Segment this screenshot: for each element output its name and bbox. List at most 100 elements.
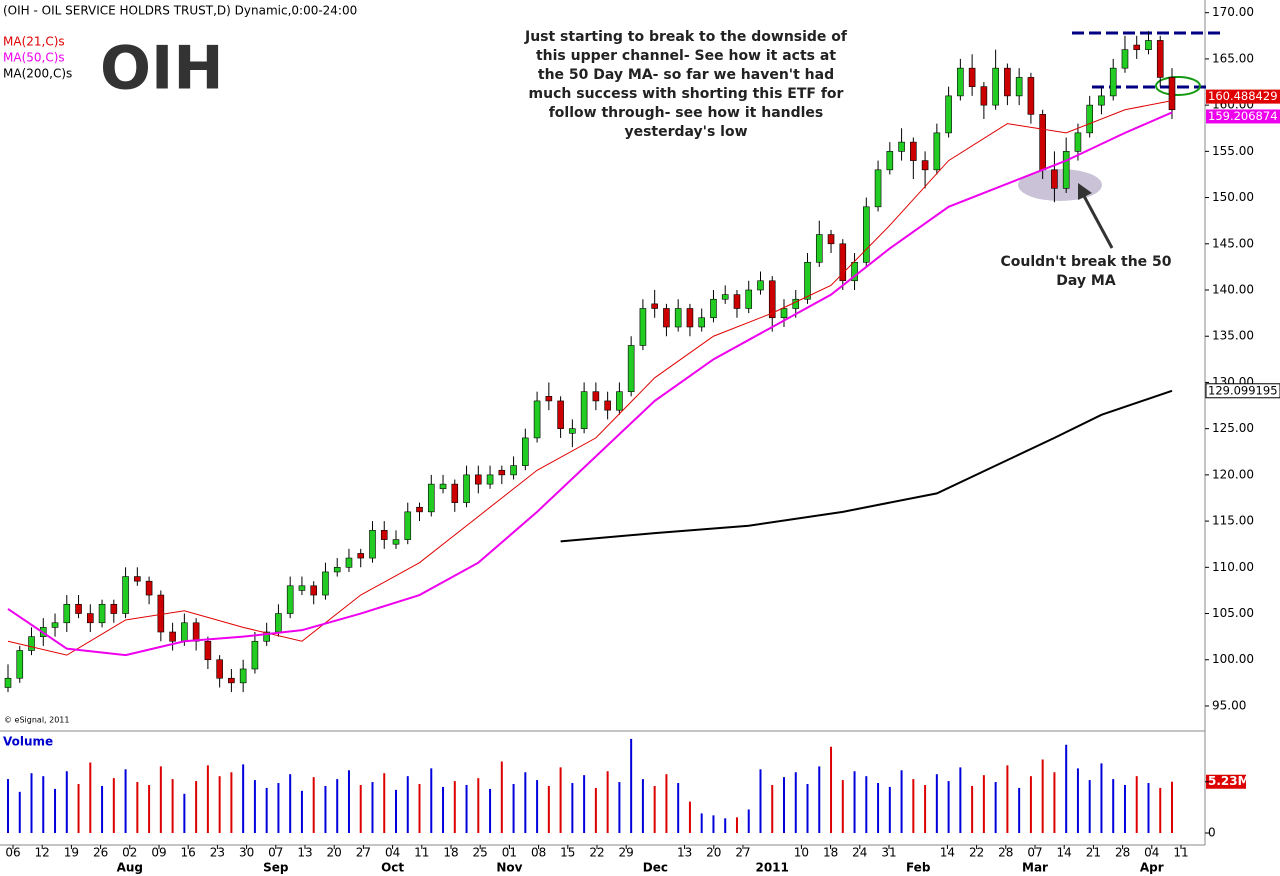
x-tick-label: 20 bbox=[327, 846, 342, 860]
x-tick-label: 11 bbox=[414, 846, 429, 860]
candle-body bbox=[369, 530, 376, 559]
candle-body bbox=[1121, 49, 1129, 69]
logo: OIH bbox=[100, 34, 224, 104]
ma-line bbox=[7, 111, 1173, 657]
x-month-label: Apr bbox=[1140, 861, 1164, 875]
x-tick-label: 28 bbox=[998, 846, 1013, 860]
candle-body bbox=[1015, 77, 1023, 97]
candle-body bbox=[757, 280, 764, 291]
candle-body bbox=[745, 289, 753, 309]
legend-entry: MA(200,C)s bbox=[3, 67, 72, 81]
candle-body bbox=[75, 603, 82, 614]
annotation-text: this upper channel- See how it acts at bbox=[536, 48, 836, 64]
value-label: 159.206874 bbox=[1208, 109, 1278, 123]
x-tick-label: 18 bbox=[443, 846, 458, 860]
x-month-label: Oct bbox=[381, 861, 404, 875]
y-tick-label: 165.00 bbox=[1212, 51, 1254, 65]
x-month-label: Nov bbox=[496, 861, 522, 875]
value-box bbox=[1206, 89, 1280, 104]
y-tick-label: 140.00 bbox=[1212, 283, 1254, 297]
x-tick-label: 28 bbox=[1115, 846, 1130, 860]
x-tick-label: 29 bbox=[619, 846, 634, 860]
candle-body bbox=[486, 474, 494, 485]
candle-body bbox=[298, 585, 306, 591]
candle-body bbox=[604, 400, 611, 411]
x-tick-label: 22 bbox=[969, 846, 984, 860]
y-tick-label: 170.00 bbox=[1212, 5, 1254, 19]
candle-body bbox=[827, 234, 835, 245]
candle-body bbox=[4, 677, 12, 688]
candle-body bbox=[545, 396, 553, 402]
candle-body bbox=[451, 483, 459, 503]
annotation-text: the 50 Day MA- so far we haven't had bbox=[538, 67, 834, 83]
candle-body bbox=[721, 294, 729, 300]
x-tick-label: 27 bbox=[735, 846, 750, 860]
y-tick-label: 145.00 bbox=[1212, 236, 1254, 250]
candle-body bbox=[286, 585, 294, 614]
candle-body bbox=[475, 474, 482, 485]
candle-body bbox=[768, 280, 776, 319]
candle-body bbox=[87, 613, 94, 624]
x-tick-label: 10 bbox=[794, 846, 809, 860]
candle-body bbox=[921, 160, 929, 171]
y-tick-label: 135.00 bbox=[1212, 329, 1254, 343]
candle-body bbox=[134, 576, 141, 582]
candle-body bbox=[886, 151, 894, 171]
x-tick-label: 21 bbox=[1086, 846, 1101, 860]
candle-body bbox=[945, 95, 952, 134]
x-tick-label: 23 bbox=[210, 846, 225, 860]
candle-body bbox=[275, 613, 282, 633]
candle-body bbox=[380, 530, 388, 540]
x-month-label: Mar bbox=[1022, 861, 1048, 875]
legend-entry: MA(50,C)s bbox=[3, 51, 65, 65]
candle-body bbox=[698, 317, 705, 328]
candle-body bbox=[863, 206, 870, 263]
x-tick-label: 07 bbox=[1027, 846, 1042, 860]
candle-body bbox=[204, 640, 212, 661]
x-tick-label: 12 bbox=[35, 846, 50, 860]
x-tick-label: 24 bbox=[852, 846, 867, 860]
candle-body bbox=[557, 400, 564, 429]
x-tick-label: 31 bbox=[881, 846, 896, 860]
candle-body bbox=[639, 308, 647, 346]
value-box bbox=[1206, 774, 1246, 789]
candle-body bbox=[992, 67, 999, 106]
x-tick-label: 14 bbox=[940, 846, 955, 860]
candle-body bbox=[1168, 77, 1176, 111]
candle-body bbox=[1062, 151, 1070, 189]
candle-body bbox=[322, 571, 329, 596]
value-label: 160.488429 bbox=[1208, 89, 1278, 103]
legend-entry: MA(21,C)s bbox=[3, 35, 65, 49]
x-tick-label: 18 bbox=[823, 846, 838, 860]
value-box bbox=[1206, 109, 1280, 124]
y-tick-label: 100.00 bbox=[1212, 652, 1254, 666]
x-month-label: Sep bbox=[263, 861, 289, 875]
y-tick-label: 115.00 bbox=[1212, 514, 1254, 528]
x-month-label: Feb bbox=[906, 861, 931, 875]
y-tick-label: 120.00 bbox=[1212, 467, 1254, 481]
candle-body bbox=[1133, 44, 1141, 50]
value-box bbox=[1205, 383, 1280, 399]
annotation-text: yesterday's low bbox=[624, 124, 747, 140]
candle-body bbox=[686, 308, 694, 328]
x-tick-label: 02 bbox=[122, 846, 137, 860]
highlight-ellipse bbox=[1155, 76, 1201, 96]
candle-body bbox=[1145, 40, 1152, 50]
x-tick-label: 04 bbox=[1144, 846, 1159, 860]
candle-body bbox=[51, 622, 59, 628]
callout-text: Couldn't break the 50 bbox=[1000, 254, 1171, 270]
x-tick-label: 14 bbox=[1057, 846, 1072, 860]
candle-body bbox=[592, 391, 600, 402]
candle-body bbox=[980, 86, 988, 106]
x-tick-label: 25 bbox=[473, 846, 488, 860]
candle-body bbox=[1004, 67, 1011, 97]
candle-body bbox=[63, 603, 71, 624]
candle-body bbox=[169, 631, 176, 642]
annotation-text: much success with shorting this ETF for bbox=[529, 86, 844, 102]
candle-body bbox=[533, 400, 541, 439]
x-tick-label: 09 bbox=[151, 846, 166, 860]
y-tick-label: 105.00 bbox=[1212, 606, 1254, 620]
x-tick-label: 16 bbox=[181, 846, 196, 860]
y-tick-label: 5.23M bbox=[1208, 774, 1250, 788]
